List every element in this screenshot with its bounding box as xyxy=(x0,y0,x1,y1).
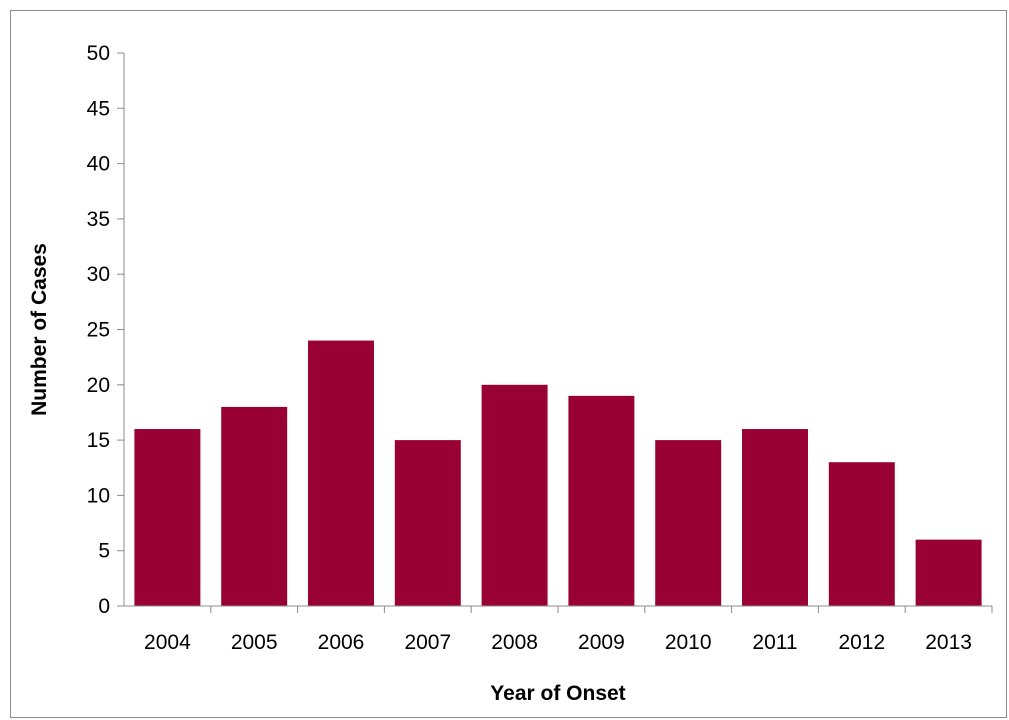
x-tick-label: 2007 xyxy=(404,631,451,654)
bar-2007 xyxy=(394,440,461,606)
bar-2008 xyxy=(481,384,548,606)
y-tick-label: 30 xyxy=(87,263,110,286)
bar-2013 xyxy=(915,539,982,606)
x-tick-label: 2004 xyxy=(144,631,191,654)
y-tick-label: 35 xyxy=(87,208,110,231)
x-tick-label: 2010 xyxy=(665,631,712,654)
x-tick-label: 2011 xyxy=(752,631,797,654)
x-axis-title: Year of Onset xyxy=(490,682,625,705)
bar-2011 xyxy=(742,429,808,606)
y-axis-ticks: 0 5 10 15 20 25 30 35 40 45 50 xyxy=(87,42,124,618)
bars xyxy=(134,340,982,606)
y-tick-label: 50 xyxy=(87,42,110,65)
bar-2010 xyxy=(655,440,722,606)
y-tick-label: 0 xyxy=(98,595,110,618)
bar-2005 xyxy=(221,406,288,606)
x-tick-label: 2009 xyxy=(578,631,625,654)
y-tick-label: 25 xyxy=(87,319,110,342)
x-tick-label: 2008 xyxy=(491,631,538,654)
y-tick-label: 20 xyxy=(87,374,110,397)
x-tick-label: 2013 xyxy=(925,631,972,654)
x-tick-label: 2012 xyxy=(838,631,885,654)
x-tick-label: 2006 xyxy=(318,631,365,654)
x-tick-label: 2005 xyxy=(231,631,278,654)
bar-2006 xyxy=(308,340,374,606)
bar-2012 xyxy=(828,462,895,606)
y-tick-label: 40 xyxy=(87,153,110,176)
x-axis-ticks: 2004 2005 2006 2007 2008 2009 2010 2011 2012 2013 xyxy=(144,606,993,654)
y-tick-label: 15 xyxy=(87,429,110,452)
bar-2004 xyxy=(134,429,201,606)
y-tick-label: 5 xyxy=(98,540,110,563)
y-tick-label: 10 xyxy=(87,484,110,507)
y-tick-label: 45 xyxy=(87,97,110,120)
bar-2009 xyxy=(568,395,635,606)
y-axis-title: Number of Cases xyxy=(28,243,51,416)
